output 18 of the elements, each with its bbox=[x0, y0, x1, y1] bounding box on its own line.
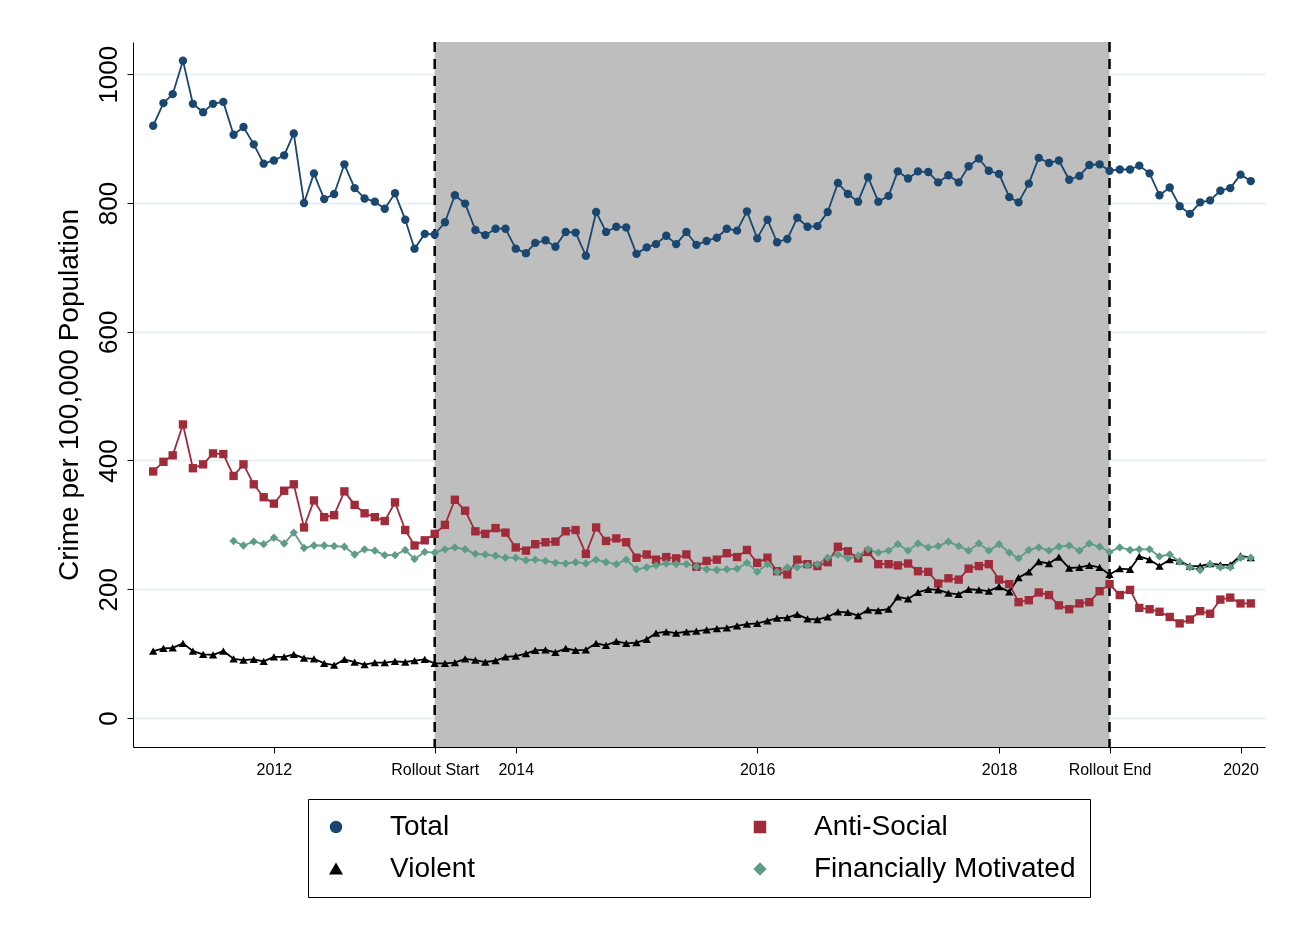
legend-label: Anti-Social bbox=[814, 810, 948, 841]
legend-label: Financially Motivated bbox=[814, 852, 1076, 883]
legend-label: Total bbox=[390, 810, 450, 841]
x-tick-label: Rollout End bbox=[1068, 760, 1152, 778]
y-tick-label: 1000 bbox=[92, 45, 123, 104]
x-tick-label: Rollout Start bbox=[391, 760, 480, 778]
x-tick-label: 2020 bbox=[1223, 760, 1259, 778]
y-tick-label: 0 bbox=[92, 711, 123, 726]
y-tick-label: 400 bbox=[92, 439, 123, 483]
y-tick-label: 200 bbox=[92, 568, 123, 612]
x-tick-label: 2018 bbox=[981, 760, 1018, 778]
y-axis-title: Crime per 100,000 Population bbox=[52, 208, 84, 582]
x-tick-label: 2016 bbox=[739, 760, 776, 778]
x-tick-label: 2012 bbox=[256, 760, 293, 778]
y-tick-label: 600 bbox=[92, 310, 123, 354]
x-tick-label: 2014 bbox=[498, 760, 535, 778]
y-tick-label: 800 bbox=[92, 181, 123, 226]
legend-label: Violent bbox=[390, 852, 476, 883]
